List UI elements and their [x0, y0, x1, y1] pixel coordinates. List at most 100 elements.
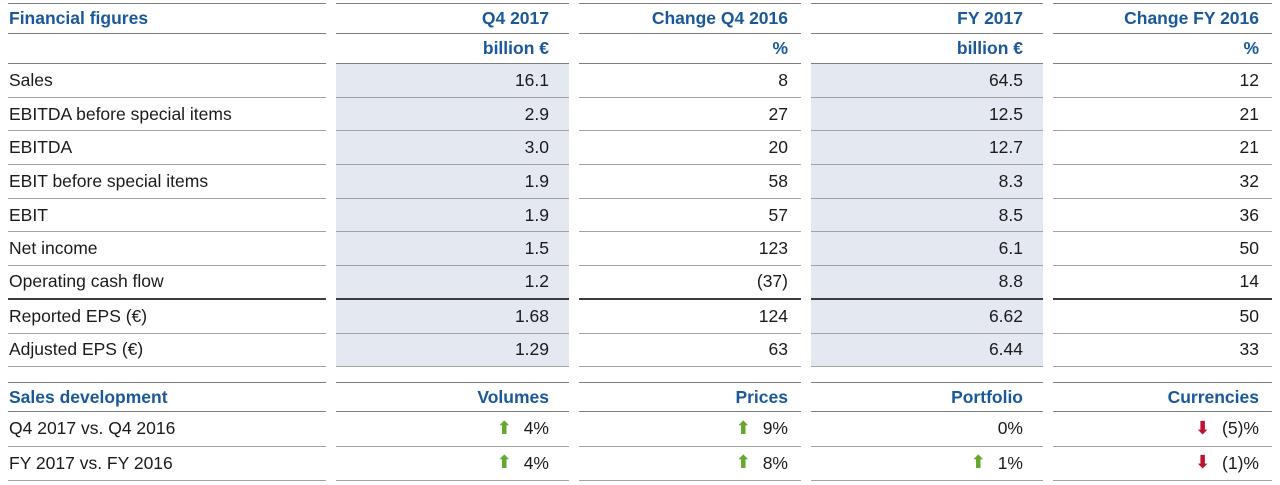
- cell-value: (1)%: [1222, 452, 1259, 473]
- cell-fy-2017: 12.5: [811, 97, 1043, 132]
- cell-fy-2017: 6.62: [811, 299, 1043, 334]
- down-arrow-icon: ⬇: [1194, 417, 1211, 439]
- column-header-change-fy-2016: Change FY 2016: [1053, 3, 1272, 34]
- table-row-reported-eps: Reported EPS (€) 1.68 124 6.62 50: [8, 299, 1272, 334]
- cell-change-fy: 21: [1053, 131, 1272, 166]
- row-label: EBIT before special items: [8, 165, 326, 199]
- cell-q4-2017: 1.29: [336, 333, 569, 368]
- cell-change-q4: 27: [579, 98, 801, 132]
- table-row-sales: Sales 16.1 8 64.5 12: [8, 64, 1272, 98]
- table-title: Sales development: [8, 382, 326, 413]
- cell-currencies: ⬇ (5)%: [1053, 412, 1272, 447]
- table-row-ebitda-before-special-items: EBITDA before special items 2.9 27 12.5 …: [8, 97, 1272, 132]
- row-label: Reported EPS (€): [8, 300, 326, 334]
- cell-portfolio: ⬆ 1%: [811, 447, 1043, 482]
- cell-portfolio: 0%: [811, 412, 1043, 447]
- up-arrow-icon: ⬆: [735, 452, 751, 474]
- row-label: EBITDA before special items: [8, 98, 326, 132]
- cell-currencies: ⬇ (1)%: [1053, 447, 1272, 482]
- units-spacer: [8, 34, 326, 64]
- cell-volumes: ⬆ 4%: [336, 412, 569, 447]
- cell-q4-2017: 1.9: [336, 165, 569, 199]
- up-arrow-icon: ⬆: [735, 417, 751, 439]
- column-header-portfolio: Portfolio: [811, 382, 1043, 413]
- cell-fy-2017: 8.3: [811, 165, 1043, 199]
- row-label: Net income: [8, 232, 326, 267]
- row-label: Sales: [8, 64, 326, 98]
- table-row-operating-cash-flow: Operating cash flow 1.2 (37) 8.8 14: [8, 266, 1272, 300]
- cell-value: 4%: [523, 418, 549, 439]
- row-label: Operating cash flow: [8, 266, 326, 300]
- cell-change-q4: 57: [579, 199, 801, 233]
- cell-fy-2017: 6.44: [811, 333, 1043, 368]
- table-row-ebitda: EBITDA 3.0 20 12.7 21: [8, 131, 1272, 166]
- cell-prices: ⬆ 9%: [579, 412, 801, 447]
- cell-q4-2017: 2.9: [336, 97, 569, 132]
- table-row-q4-vs-q4: Q4 2017 vs. Q4 2016 ⬆ 4% ⬆ 9% 0% ⬇ (5)%: [8, 412, 1272, 447]
- up-arrow-icon: ⬆: [970, 452, 986, 474]
- cell-change-q4: 124: [579, 300, 801, 334]
- cell-change-fy: 33: [1053, 334, 1272, 368]
- cell-q4-2017: 3.0: [336, 131, 569, 166]
- down-arrow-icon: ⬇: [1194, 452, 1211, 474]
- cell-change-q4: 20: [579, 131, 801, 166]
- cell-change-fy: 14: [1053, 266, 1272, 300]
- cell-q4-2017: 1.5: [336, 232, 569, 267]
- financial-table-header-row: Financial figures Q4 2017 Change Q4 2016…: [8, 3, 1272, 34]
- cell-q4-2017: 1.68: [336, 299, 569, 334]
- row-label: EBIT: [8, 199, 326, 233]
- cell-change-q4: (37): [579, 266, 801, 300]
- cell-change-q4: 58: [579, 165, 801, 199]
- cell-value: 0%: [997, 418, 1023, 439]
- cell-change-fy: 50: [1053, 232, 1272, 267]
- sales-development-table: Sales development Volumes Prices Portfol…: [8, 382, 1272, 482]
- cell-q4-2017: 1.9: [336, 198, 569, 233]
- cell-change-q4: 123: [579, 232, 801, 267]
- table-row-ebit-before-special-items: EBIT before special items 1.9 58 8.3 32: [8, 165, 1272, 199]
- up-arrow-icon: ⬆: [496, 452, 512, 474]
- cell-fy-2017: 64.5: [811, 64, 1043, 98]
- unit-label: %: [1053, 34, 1272, 64]
- financial-table-units-row: billion € % billion € %: [8, 34, 1272, 64]
- cell-change-q4: 8: [579, 64, 801, 98]
- cell-volumes: ⬆ 4%: [336, 447, 569, 482]
- table-row-ebit: EBIT 1.9 57 8.5 36: [8, 198, 1272, 233]
- financial-figures-table: Financial figures Q4 2017 Change Q4 2016…: [8, 3, 1272, 368]
- table-row-fy-vs-fy: FY 2017 vs. FY 2016 ⬆ 4% ⬆ 8% ⬆ 1% ⬇ (1)…: [8, 447, 1272, 482]
- up-arrow-icon: ⬆: [496, 417, 512, 439]
- sales-development-header-row: Sales development Volumes Prices Portfol…: [8, 382, 1272, 413]
- cell-q4-2017: 1.2: [336, 266, 569, 300]
- cell-change-fy: 50: [1053, 300, 1272, 334]
- cell-fy-2017: 8.5: [811, 198, 1043, 233]
- cell-q4-2017: 16.1: [336, 64, 569, 98]
- cell-value: 4%: [523, 452, 549, 473]
- row-label: Q4 2017 vs. Q4 2016: [8, 412, 326, 447]
- cell-value: 1%: [997, 452, 1023, 473]
- column-header-prices: Prices: [579, 382, 801, 413]
- cell-change-fy: 36: [1053, 199, 1272, 233]
- row-label: Adjusted EPS (€): [8, 334, 326, 368]
- cell-change-fy: 21: [1053, 98, 1272, 132]
- cell-fy-2017: 8.8: [811, 266, 1043, 300]
- table-row-net-income: Net income 1.5 123 6.1 50: [8, 232, 1272, 267]
- unit-label: billion €: [336, 34, 569, 64]
- cell-change-fy: 12: [1053, 64, 1272, 98]
- row-label: EBITDA: [8, 131, 326, 166]
- cell-fy-2017: 12.7: [811, 131, 1043, 166]
- row-label: FY 2017 vs. FY 2016: [8, 447, 326, 482]
- cell-value: (5)%: [1222, 418, 1259, 439]
- cell-change-q4: 63: [579, 334, 801, 368]
- cell-prices: ⬆ 8%: [579, 447, 801, 482]
- table-row-adjusted-eps: Adjusted EPS (€) 1.29 63 6.44 33: [8, 333, 1272, 368]
- column-header-change-q4-2016: Change Q4 2016: [579, 3, 801, 34]
- table-title: Financial figures: [8, 3, 326, 34]
- unit-label: billion €: [811, 34, 1043, 64]
- column-header-volumes: Volumes: [336, 382, 569, 413]
- column-header-currencies: Currencies: [1053, 382, 1272, 413]
- cell-value: 9%: [762, 418, 788, 439]
- cell-fy-2017: 6.1: [811, 232, 1043, 267]
- cell-change-fy: 32: [1053, 165, 1272, 199]
- cell-value: 8%: [762, 452, 788, 473]
- column-header-q4-2017: Q4 2017: [336, 3, 569, 34]
